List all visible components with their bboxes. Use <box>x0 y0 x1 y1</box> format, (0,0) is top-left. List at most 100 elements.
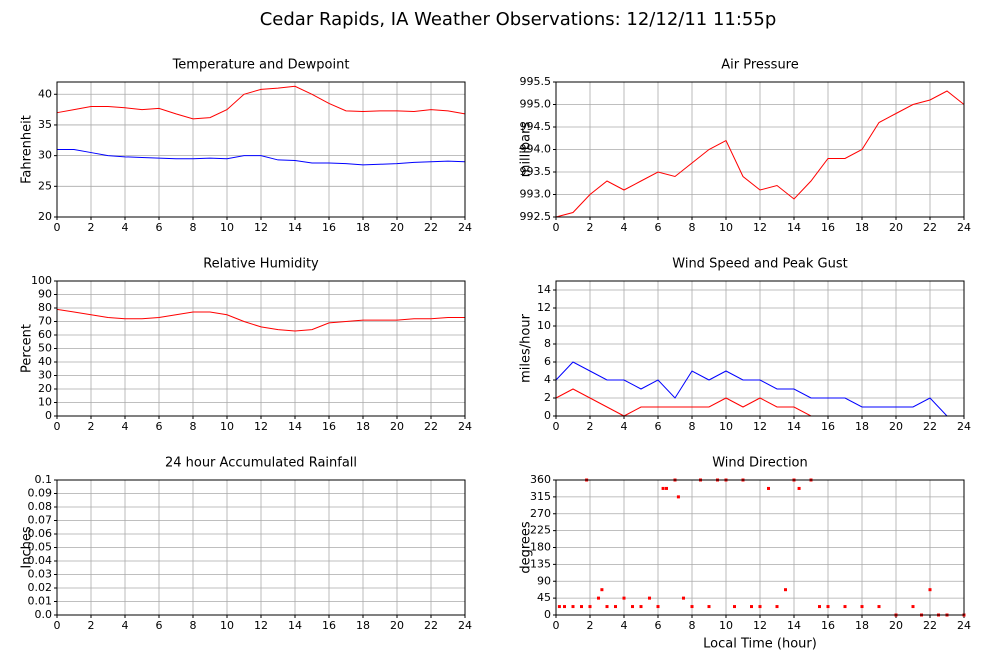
y-tick-label: 225 <box>530 524 551 537</box>
x-tick-label: 14 <box>787 420 801 433</box>
x-tick-label: 6 <box>655 221 662 234</box>
plot-frame <box>56 280 466 417</box>
data-point <box>563 605 566 609</box>
y-tick-label: 995.5 <box>520 75 552 88</box>
y-tick-label: 180 <box>530 541 551 554</box>
y-tick-label: 40 <box>38 355 52 368</box>
x-tick-label: 10 <box>220 221 234 234</box>
data-point <box>707 605 711 609</box>
data-point <box>600 588 604 592</box>
x-tick-label: 6 <box>655 619 662 632</box>
x-tick-label: 16 <box>322 221 336 234</box>
x-tick-label: 8 <box>190 420 197 433</box>
x-tick-label: 6 <box>655 420 662 433</box>
y-tick-label: 20 <box>38 210 52 223</box>
x-tick-label: 22 <box>424 420 438 433</box>
x-tick-label: 24 <box>458 619 472 632</box>
x-tick-label: 10 <box>220 420 234 433</box>
chart-title: Air Pressure <box>721 58 799 73</box>
y-tick-label: 90 <box>38 288 52 301</box>
x-tick-label: 18 <box>855 420 869 433</box>
x-tick-label: 22 <box>923 221 937 234</box>
x-tick-label: 2 <box>587 420 594 433</box>
y-tick-label: 80 <box>38 301 52 314</box>
plot-frame <box>555 81 965 218</box>
x-tick-label: 6 <box>156 420 163 433</box>
data-point <box>656 605 660 609</box>
y-tick-label: 2 <box>544 391 551 404</box>
x-axis-label: Local Time (hour) <box>703 637 817 652</box>
data-point <box>639 605 643 609</box>
x-tick-label: 20 <box>390 221 404 234</box>
x-tick-label: 2 <box>587 221 594 234</box>
data-point <box>843 605 847 609</box>
data-point <box>758 605 762 609</box>
chart-title: Temperature and Dewpoint <box>172 58 350 73</box>
y-tick-label: 992.5 <box>520 210 552 223</box>
data-point <box>597 596 600 600</box>
x-tick-label: 24 <box>957 221 971 234</box>
x-tick-label: 20 <box>889 619 903 632</box>
y-tick-label: 25 <box>38 179 52 192</box>
y-axis-label: miles/hour <box>519 313 534 382</box>
plot-frame <box>555 479 965 616</box>
y-axis-label: Fahrenheit <box>20 115 35 184</box>
data-point <box>797 486 801 490</box>
y-tick-label: 0 <box>544 608 551 621</box>
y-tick-label: 90 <box>537 574 551 587</box>
x-tick-label: 14 <box>787 619 801 632</box>
y-tick-label: 0.06 <box>28 527 53 540</box>
y-axis-label: degrees <box>519 521 534 574</box>
x-tick-label: 8 <box>689 619 696 632</box>
y-tick-label: 0.08 <box>28 500 53 513</box>
y-tick-label: 0.01 <box>28 595 53 608</box>
x-tick-label: 6 <box>156 619 163 632</box>
data-point <box>784 588 787 592</box>
x-tick-label: 0 <box>54 221 61 234</box>
x-tick-label: 24 <box>458 221 472 234</box>
x-tick-label: 18 <box>356 420 370 433</box>
y-tick-label: 20 <box>38 382 52 395</box>
data-point <box>775 605 779 609</box>
data-point <box>605 605 609 609</box>
data-point <box>877 605 881 609</box>
data-point <box>588 605 592 609</box>
data-point <box>911 605 915 609</box>
x-tick-label: 4 <box>621 619 628 632</box>
x-tick-label: 12 <box>753 420 767 433</box>
y-tick-label: 50 <box>38 342 52 355</box>
x-tick-label: 16 <box>322 420 336 433</box>
y-tick-label: 30 <box>38 369 52 382</box>
x-tick-label: 24 <box>957 420 971 433</box>
x-tick-label: 4 <box>621 221 628 234</box>
x-tick-label: 6 <box>156 221 163 234</box>
data-line <box>57 149 466 166</box>
data-point <box>614 605 617 609</box>
plot-frame <box>555 280 965 417</box>
x-tick-label: 2 <box>88 420 95 433</box>
data-point <box>580 605 583 609</box>
x-tick-label: 0 <box>553 420 560 433</box>
y-tick-label: 0.1 <box>35 473 53 486</box>
x-tick-label: 10 <box>719 221 733 234</box>
data-point <box>661 486 665 490</box>
data-point <box>676 495 680 499</box>
x-tick-label: 8 <box>689 420 696 433</box>
page-title: Cedar Rapids, IA Weather Observations: 1… <box>260 9 777 30</box>
x-tick-label: 22 <box>424 221 438 234</box>
y-tick-label: 14 <box>537 283 551 296</box>
x-tick-label: 8 <box>190 619 197 632</box>
x-tick-label: 22 <box>424 619 438 632</box>
x-tick-label: 2 <box>88 619 95 632</box>
x-tick-label: 0 <box>553 221 560 234</box>
y-tick-label: 135 <box>530 557 551 570</box>
y-tick-label: 993.5 <box>520 165 552 178</box>
y-tick-label: 70 <box>38 315 52 328</box>
x-tick-label: 10 <box>719 420 733 433</box>
y-axis-label: millibars <box>519 122 534 178</box>
y-tick-label: 0.07 <box>28 514 53 527</box>
x-tick-label: 2 <box>587 619 594 632</box>
chart-title: Relative Humidity <box>203 257 319 272</box>
y-tick-label: 4 <box>544 373 551 386</box>
data-point <box>557 605 561 609</box>
